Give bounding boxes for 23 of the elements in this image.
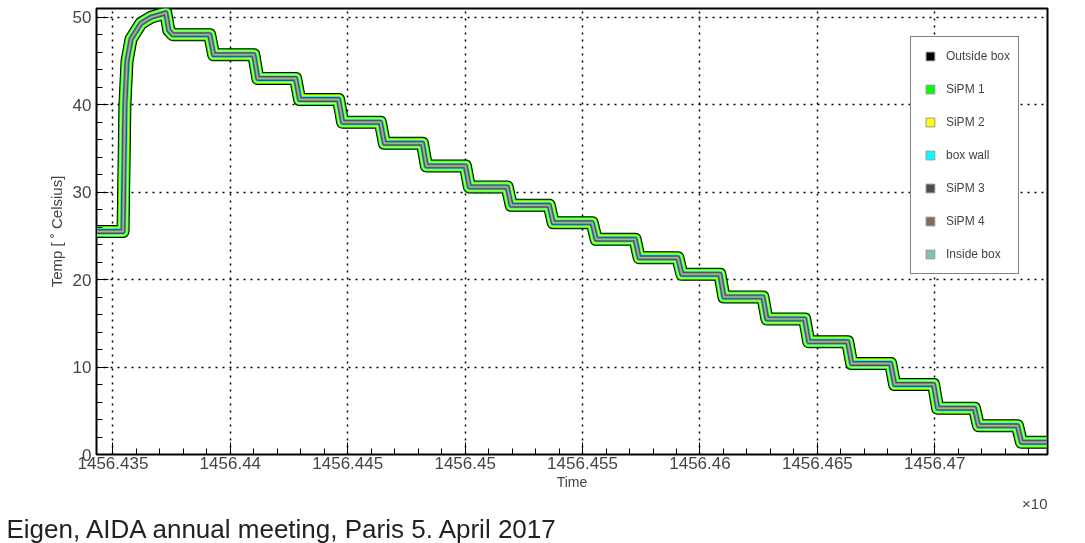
x-tick-label: 1456.46 — [669, 453, 731, 473]
x-tick-label: 1456.45 — [434, 453, 496, 473]
y-axis-title: Temp [ ˚ Celsius] — [47, 175, 65, 288]
y-tick-label: 40 — [72, 95, 92, 115]
legend-label: Outside box — [945, 48, 1010, 65]
legend-label: box wall — [945, 147, 990, 164]
x-tick-label: 1456.465 — [781, 453, 853, 473]
legend-label: SiPM 4 — [945, 213, 985, 230]
x-tick-label: 1456.47 — [904, 453, 966, 473]
x-tick-label: 1456.455 — [547, 453, 619, 473]
legend-label: SiPM 1 — [945, 81, 985, 98]
legend-label: Inside box — [945, 246, 1001, 263]
y-tick-label: 30 — [72, 183, 92, 203]
y-tick-label: 10 — [72, 358, 92, 378]
y-tick-label: 20 — [72, 270, 92, 290]
text: ×10 — [1022, 494, 1048, 512]
x-tick-label: 1456.44 — [199, 453, 262, 473]
y-tick-label: 50 — [72, 8, 92, 28]
x-axis-title: Time — [556, 473, 588, 490]
legend-label: SiPM 3 — [945, 180, 985, 197]
text: Eigen, AIDA annual meeting, Paris 5. April 2017 — [6, 513, 556, 543]
legend-label: SiPM 2 — [945, 114, 985, 131]
x-tick-label: 1456.445 — [312, 453, 384, 473]
